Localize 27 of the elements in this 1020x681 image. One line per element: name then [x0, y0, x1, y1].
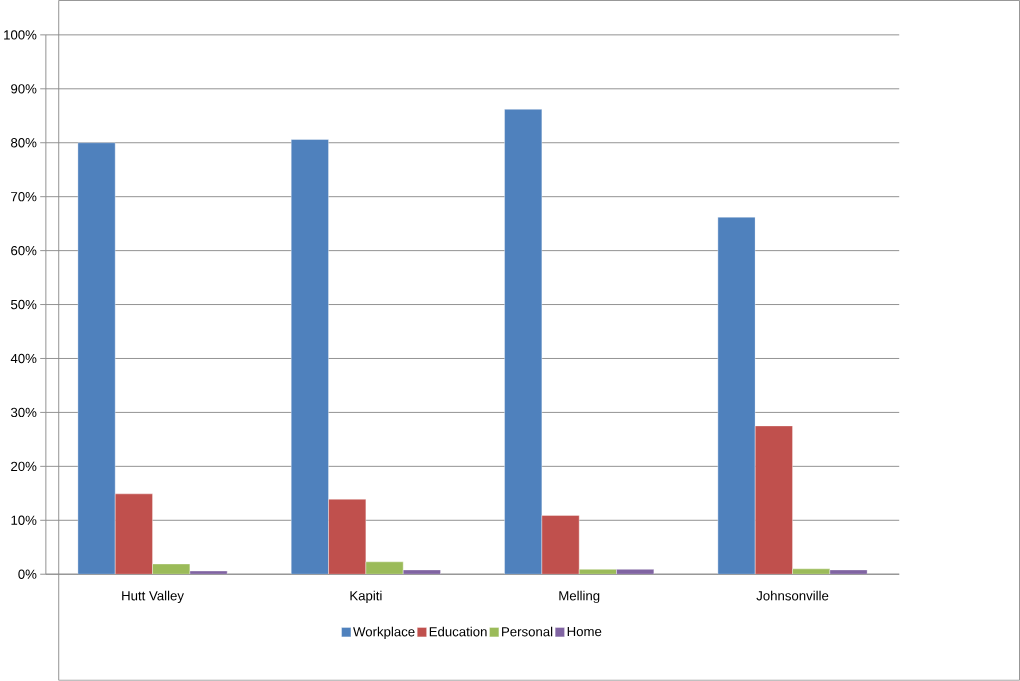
y-tick-label: 70% — [11, 192, 37, 202]
x-tick-label: Johnsonville — [756, 590, 829, 601]
bar — [291, 139, 329, 575]
y-tick-label: 50% — [11, 299, 37, 310]
y-tick-label: 30% — [10, 407, 37, 418]
x-tick-label: Hutt Valley — [122, 590, 184, 604]
y-tick-label: 40% — [10, 353, 37, 364]
y-tick-label: 100% — [4, 30, 37, 40]
y-tick-label: 90% — [11, 84, 37, 94]
y-tick-label: 10% — [11, 515, 37, 526]
bar — [328, 499, 367, 575]
bar — [755, 425, 793, 575]
x-tick-label: Kapiti — [350, 590, 382, 604]
legend-label: Workplace — [353, 626, 415, 640]
y-tick-label: 20% — [11, 461, 37, 472]
y-tick-label: 80% — [11, 138, 37, 148]
bar — [115, 493, 153, 575]
bar — [717, 217, 756, 575]
x-tick-label: Melling — [559, 590, 600, 604]
legend-label: Education — [429, 626, 487, 637]
y-tick-label: 0% — [18, 569, 37, 579]
bar — [541, 515, 580, 575]
bar — [504, 109, 543, 575]
legend-label: Home — [567, 627, 602, 637]
legend-label: Personal — [502, 626, 553, 637]
y-tick-label: 60% — [11, 246, 37, 256]
bar — [77, 142, 116, 575]
